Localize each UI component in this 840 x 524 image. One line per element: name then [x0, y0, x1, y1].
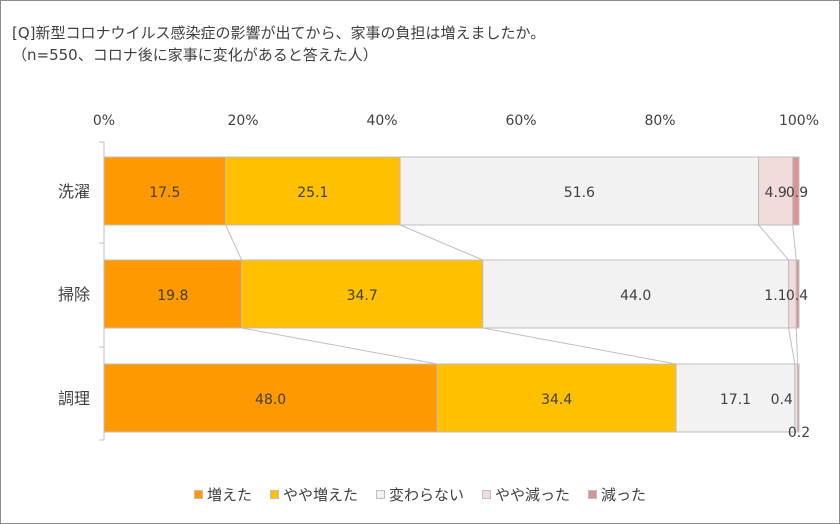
data-label: 44.0 — [620, 288, 651, 304]
data-label: 25.1 — [297, 185, 328, 201]
data-label: 48.0 — [255, 392, 286, 408]
x-tick-label: 100% — [779, 113, 819, 129]
legend-swatch — [375, 490, 385, 499]
series-connector-line — [225, 224, 243, 261]
legend-label: やや減った — [495, 486, 571, 504]
x-tick-label: 0% — [93, 113, 115, 129]
data-label: 0.9 — [786, 185, 808, 201]
category-label: 掃除 — [58, 285, 90, 304]
legend-swatch — [482, 490, 491, 499]
legend-swatch — [269, 490, 279, 499]
category-label: 調理 — [58, 389, 90, 408]
bar-segment — [399, 156, 760, 226]
legend-item: 増えた — [193, 484, 252, 505]
chart-subtitle: （n=550、コロナ後に家事に変化があると答えた人） — [12, 46, 378, 64]
bar-segment — [241, 259, 484, 329]
data-label: 0.4 — [786, 288, 808, 304]
legend-item: やや減った — [482, 484, 570, 505]
data-label: 17.5 — [149, 185, 180, 201]
legend-item: 変わらない — [375, 484, 464, 505]
legend-label: 減った — [601, 486, 647, 504]
series-connector-line — [792, 224, 797, 261]
bar-segment — [103, 363, 438, 433]
legend-label: 増えた — [206, 486, 252, 504]
bar-segment — [225, 156, 401, 226]
data-label: 19.8 — [157, 288, 188, 304]
x-tick-label: 20% — [227, 113, 258, 129]
data-label: 1.1 — [764, 288, 786, 304]
series-connector-line — [399, 224, 483, 261]
data-label: 51.6 — [564, 185, 595, 201]
x-tick-label: 40% — [366, 113, 397, 129]
bar-segment — [103, 259, 243, 329]
bar-segment — [792, 156, 800, 226]
legend-swatch — [588, 490, 598, 499]
bar-segment — [758, 156, 794, 226]
category-label: 洗濯 — [58, 182, 90, 201]
series-connector-line — [795, 327, 799, 365]
bar-segment — [436, 363, 677, 433]
data-label: 34.4 — [541, 392, 572, 408]
series-connector-line — [241, 327, 438, 365]
legend-item: やや増えた — [269, 484, 358, 505]
bar-segment — [795, 259, 800, 329]
data-label: 17.1 — [720, 392, 751, 408]
data-label: 0.4 — [771, 392, 793, 408]
legend-swatch — [193, 490, 203, 499]
bar-segment — [482, 259, 790, 329]
series-connector-line — [758, 224, 789, 261]
series-connector-line — [788, 327, 796, 365]
chart-title: [Q]新型コロナウイルス感染症の影響が出てから、家事の負担は増えましたか。 — [12, 24, 546, 42]
bar-segment — [797, 363, 800, 433]
data-label: 0.2 — [788, 425, 810, 441]
data-label: 4.9 — [765, 185, 787, 201]
legend-label: 変わらない — [388, 486, 464, 504]
x-tick-label: 80% — [644, 113, 675, 129]
series-connector-line — [482, 327, 677, 365]
legend-label: やや増えた — [282, 486, 358, 504]
chart-legend: 増えた やや増えた 変わらない やや減った 減った — [0, 484, 840, 505]
data-label: 34.7 — [347, 288, 378, 304]
x-tick-label: 60% — [505, 113, 536, 129]
legend-item: 減った — [588, 484, 646, 505]
bar-segment — [103, 156, 227, 226]
